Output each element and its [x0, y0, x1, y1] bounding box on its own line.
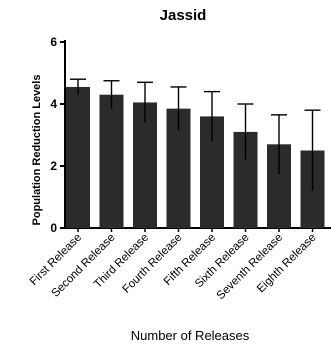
bar	[66, 86, 90, 228]
y-axis-label: Population Reduction Levels	[31, 75, 43, 226]
x-tick-label: Eighth Release	[255, 232, 319, 296]
y-tick-label: 6	[50, 35, 57, 49]
y-tick-label: 2	[50, 159, 57, 173]
x-axis-label: Number of Releases	[131, 328, 250, 343]
bar	[133, 102, 157, 228]
chart-title: Jassid	[160, 7, 207, 24]
y-tick-label: 4	[50, 97, 57, 111]
y-tick-label: 0	[50, 221, 57, 235]
x-tick-label: Fourth Release	[121, 232, 185, 296]
bar	[99, 94, 124, 228]
